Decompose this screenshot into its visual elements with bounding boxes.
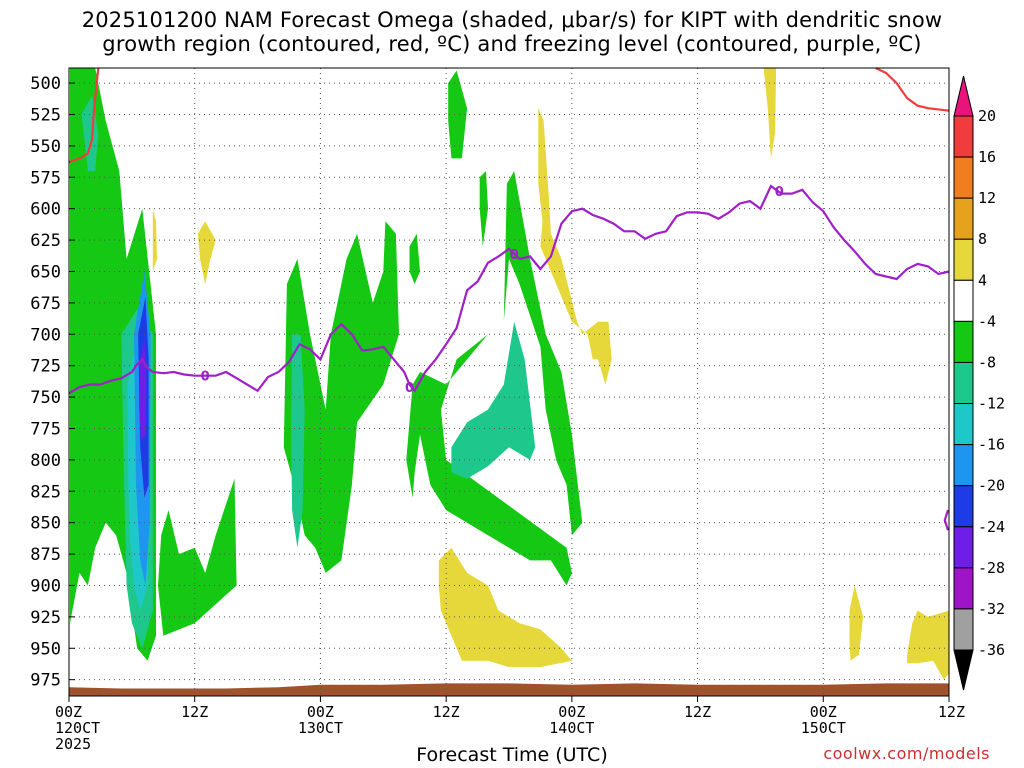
y-tick-label-700: 700 [30,325,61,345]
colorbar-label: 4 [978,271,987,289]
y-tick-label-500: 500 [30,74,61,94]
x-axis-title: Forecast Time (UTC) [416,744,608,766]
y-tick-label-550: 550 [30,137,61,157]
terrain-fill [69,683,949,696]
colorbar-bin-3 [953,238,974,281]
omega-region-6 [409,233,420,284]
x-tick-label: 130CT [298,719,343,737]
colorbar-label: -32 [978,600,1005,618]
x-tick-label: 12Z [433,703,460,721]
plot-frame [68,67,950,697]
grid-layer [69,68,949,696]
omega-region-21 [907,610,949,680]
y-tick-label-650: 650 [30,262,61,282]
colorbar-bin-2 [953,197,974,240]
y-tick-label-750: 750 [30,388,61,408]
y-tick-label-600: 600 [30,200,61,220]
colorbar-label: -8 [978,353,996,371]
y-tick-label-950: 950 [30,639,61,659]
freezing-level-line [68,184,950,395]
x-tick-label: 12Z [684,703,711,721]
colorbar-bin-0 [953,115,974,158]
colorbar-cap-top [953,75,974,117]
colorbar-label: -28 [978,559,1005,577]
x-tick-label: 2025 [55,735,91,753]
colorbar-bin-5 [953,320,974,363]
colorbar-label: 8 [978,230,987,248]
chart-title-line-1: 2025101200 NAM Forecast Omega (shaded, μ… [81,8,943,32]
colorbar-label: 20 [978,107,996,125]
y-tick-label-975: 975 [30,671,61,691]
x-tick-label: 00Z [307,703,334,721]
colorbar-label: -16 [978,436,1005,454]
colorbar-label: -4 [978,312,996,330]
y-tick-label-925: 925 [30,608,61,628]
dgz-contour-0 [68,67,100,164]
colorbar-bin-6 [953,361,974,405]
omega-region-1 [158,478,237,636]
y-tick-label-625: 625 [30,231,61,251]
source-credit-link[interactable]: coolwx.com/models [823,744,990,763]
freezing-level-label: 0 [510,248,519,263]
colorbar-bin-10 [953,526,974,569]
freezing-level-label: 0 [405,381,414,396]
x-tick-label: 120CT [55,719,100,737]
y-tick-label-825: 825 [30,482,61,502]
x-tick-label: 150CT [801,719,846,737]
y-tick-label-900: 900 [30,576,61,596]
omega-region-4 [448,70,468,159]
chart-title-line-2: growth region (contoured, red, ºC) and f… [102,32,922,56]
y-tick-label-575: 575 [30,168,61,188]
x-tick-label: 12Z [938,703,965,721]
x-tick-label: 00Z [810,703,837,721]
omega-region-19 [763,68,777,159]
omega-region-18 [438,547,572,668]
colorbar-label: 12 [978,189,996,207]
contour-layer: 0 0 0 0 [68,67,950,531]
omega-region-16 [197,221,216,284]
omega-region-9 [451,321,536,479]
y-tick-label-725: 725 [30,357,61,377]
colorbar-bin-4 [953,279,974,322]
colorbar-bin-7 [953,403,974,446]
freezing-level-stub [943,509,950,531]
y-tick-label-675: 675 [30,294,61,314]
omega-region-20 [849,585,864,661]
omega-region-3 [406,171,583,586]
colorbar-label: -12 [978,395,1005,413]
omega-region-8 [291,334,305,548]
freezing-level-label: 0 [775,185,784,200]
colorbar-label: -24 [978,518,1005,536]
pressure-axis: 500 525 550 575 600 625 650 675 700 725 750 775 800 8… [30,74,75,691]
y-tick-label-800: 800 [30,451,61,471]
colorbar-bin-8 [953,444,974,487]
y-tick-label-875: 875 [30,545,61,565]
omega-region-2 [283,221,399,573]
x-tick-label: 00Z [558,703,585,721]
colorbar-label: 16 [978,148,996,166]
colorbar-bin-9 [953,485,974,528]
x-tick-label: 12Z [181,703,208,721]
x-tick-label: 140CT [549,719,594,737]
colorbar-bin-1 [953,156,974,199]
omega-shading-layer [70,68,949,680]
dgz-contour-1 [875,67,950,112]
colorbar-bin-11 [953,567,974,610]
x-tick-label: 00Z [55,703,82,721]
terrain-layer [69,683,949,696]
y-tick-label-525: 525 [30,105,61,125]
colorbar-cap-bottom [953,649,974,691]
omega-colorbar: 20 16 12 8 4 -4 -8 -12 -16 -20 -24 -28 -32 -36 [953,75,1005,691]
y-tick-label-775: 775 [30,419,61,439]
y-tick-label-850: 850 [30,514,61,534]
colorbar-label: -20 [978,477,1005,495]
freezing-level-label: 0 [201,370,210,385]
omega-region-5 [479,171,488,247]
colorbar-bin-12 [953,608,974,651]
colorbar-label: -36 [978,641,1005,659]
